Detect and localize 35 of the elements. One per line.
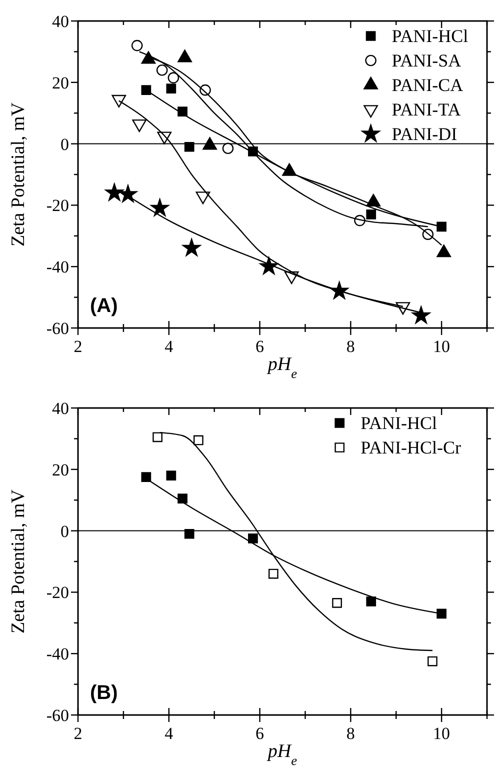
y-tick-label: -40 — [46, 258, 69, 277]
legend-label: PANI-HCl — [392, 26, 468, 46]
x-tick-label: 4 — [164, 337, 174, 356]
x-tick-label: 8 — [346, 724, 355, 743]
x-tick-label: 10 — [433, 337, 450, 356]
x-tick-label: 6 — [256, 337, 264, 356]
x-tick-label: 4 — [164, 724, 174, 743]
legend-label: PANI-TA — [392, 100, 461, 120]
y-tick-label: -40 — [46, 644, 69, 664]
y-tick-label: -60 — [46, 706, 69, 725]
annotation: (A) — [90, 295, 118, 317]
legend-label: PANI-HCl-Cr — [360, 438, 461, 458]
x-tick-label: 10 — [433, 724, 450, 743]
x-tick-label: 2 — [74, 724, 82, 743]
legend-label: PANI-DI — [392, 124, 458, 144]
y-tick-label: -60 — [46, 319, 69, 338]
y-tick-label: 0 — [60, 134, 69, 154]
annotation: (B) — [90, 682, 118, 704]
x-axis-title: pH$_{e}$ — [266, 354, 298, 380]
y-tick-label: -20 — [46, 583, 69, 602]
y-tick-label: 0 — [60, 522, 69, 541]
y-tick-label: 20 — [52, 73, 69, 92]
legend-label: PANI-CA — [392, 75, 464, 95]
x-axis-title: pH$_{e}$ — [266, 741, 298, 768]
legend-label: PANI-SA — [392, 50, 462, 70]
y-axis-title: Zeta Potential, mV — [8, 489, 29, 634]
y-tick-label: 40 — [52, 399, 69, 418]
y-tick-label: 20 — [52, 460, 69, 480]
x-tick-label: 6 — [256, 724, 264, 743]
x-tick-label: 8 — [346, 337, 355, 356]
y-tick-label: 40 — [52, 12, 69, 31]
x-tick-label: 2 — [74, 337, 82, 356]
y-axis-title: Zeta Potential, mV — [8, 102, 29, 247]
y-tick-label: -20 — [46, 196, 69, 216]
legend-label: PANI-HCl — [360, 413, 437, 433]
